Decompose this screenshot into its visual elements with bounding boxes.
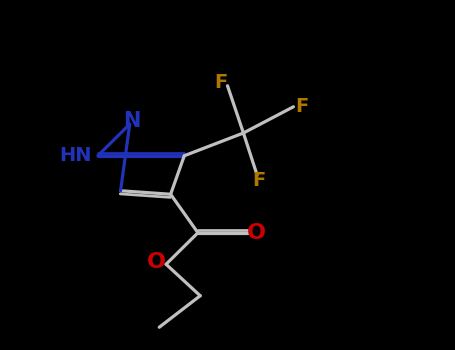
Text: F: F <box>253 171 266 190</box>
Text: N: N <box>123 111 141 132</box>
Text: F: F <box>214 73 228 92</box>
Text: F: F <box>295 97 308 116</box>
Text: O: O <box>147 252 166 273</box>
Text: HN: HN <box>60 146 92 165</box>
Text: O: O <box>247 223 266 243</box>
